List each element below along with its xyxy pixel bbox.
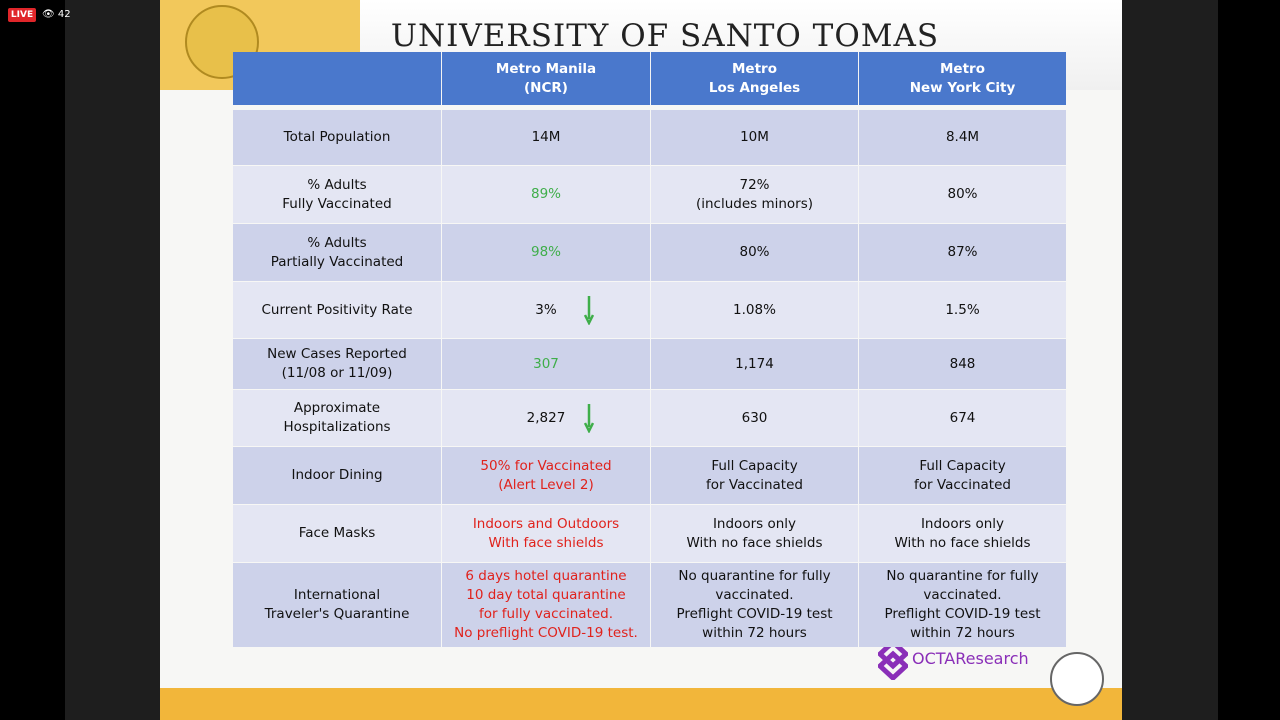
table-cell: 630: [651, 390, 858, 446]
row-label: Face Masks: [233, 505, 441, 562]
table-cell: 50% for Vaccinated (Alert Level 2): [442, 447, 650, 504]
table-cell: 14M: [442, 110, 650, 165]
table-cell: 80%: [859, 166, 1066, 223]
table-cell: 80%: [651, 224, 858, 281]
live-badge: LIVE: [8, 8, 36, 22]
column-header: Metro Manila (NCR): [442, 52, 650, 105]
table-cell: Full Capacity for Vaccinated: [859, 447, 1066, 504]
table-cell: 72% (includes minors): [651, 166, 858, 223]
row-label: % Adults Partially Vaccinated: [233, 224, 441, 281]
octa-logo: [876, 638, 910, 682]
table-cell: Indoors only With no face shields: [651, 505, 858, 562]
header-blank: [233, 52, 441, 105]
table-cell: Full Capacity for Vaccinated: [651, 447, 858, 504]
side-panel: [1122, 0, 1218, 720]
table-cell: 2,827: [442, 390, 650, 446]
table-cell: 1.08%: [651, 282, 858, 338]
row-label: Current Positivity Rate: [233, 282, 441, 338]
table-cell: 6 days hotel quarantine 10 day total qua…: [442, 563, 650, 647]
table-cell: 89%: [442, 166, 650, 223]
table-cell: 848: [859, 339, 1066, 389]
row-label: Total Population: [233, 110, 441, 165]
table-cell: Indoors only With no face shields: [859, 505, 1066, 562]
table-cell: No quarantine for fully vaccinated. Pref…: [859, 563, 1066, 647]
table-cell: 3%: [442, 282, 650, 338]
table-cell: 87%: [859, 224, 1066, 281]
table-cell: 1,174: [651, 339, 858, 389]
viewer-count: 👁 42: [42, 9, 71, 20]
table-cell: Indoors and Outdoors With face shields: [442, 505, 650, 562]
row-label: International Traveler's Quarantine: [233, 563, 441, 647]
octa-brand: OCTAResearch: [912, 649, 1029, 668]
side-panel: [65, 0, 160, 720]
bottom-band: [160, 688, 1122, 720]
row-label: % Adults Fully Vaccinated: [233, 166, 441, 223]
slide-title: UNIVERSITY OF SANTO TOMAS: [390, 18, 940, 54]
table-cell: 307: [442, 339, 650, 389]
column-header: Metro Los Angeles: [651, 52, 858, 105]
emblem: [1050, 652, 1104, 706]
table-cell: 98%: [442, 224, 650, 281]
table-cell: 8.4M: [859, 110, 1066, 165]
table-cell: 10M: [651, 110, 858, 165]
table-cell: 1.5%: [859, 282, 1066, 338]
table-cell: 674: [859, 390, 1066, 446]
viewer-number: 42: [57, 9, 71, 20]
trend-arrow: [584, 404, 594, 433]
row-label: Approximate Hospitalizations: [233, 390, 441, 446]
row-label: New Cases Reported (11/08 or 11/09): [233, 339, 441, 389]
table-cell: No quarantine for fully vaccinated. Pref…: [651, 563, 858, 647]
slide: UNIVERSITY OF SANTO TOMAS OCTAResearch M…: [160, 0, 1122, 720]
trend-arrow: [584, 296, 594, 325]
row-label: Indoor Dining: [233, 447, 441, 504]
octa-icon: [876, 638, 910, 682]
column-header: Metro New York City: [859, 52, 1066, 105]
